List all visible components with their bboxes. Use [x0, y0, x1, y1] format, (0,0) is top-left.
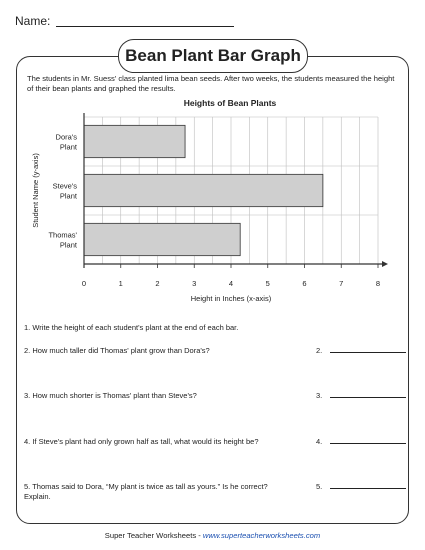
- x-tick-label: 5: [266, 279, 270, 288]
- footer: Super Teacher Worksheets - www.superteac…: [0, 531, 425, 540]
- category-label: Plant: [60, 143, 78, 152]
- bar: [83, 124, 186, 159]
- footer-link[interactable]: www.superteacherworksheets.com: [202, 531, 321, 540]
- answer-number-4: 4.: [316, 437, 323, 446]
- x-tick-label: 2: [155, 279, 159, 288]
- answer-line-4[interactable]: [330, 443, 406, 444]
- x-tick-label: 3: [192, 279, 196, 288]
- question-3: 3. How much shorter is Thomas' plant tha…: [24, 391, 197, 400]
- bar: [83, 222, 241, 257]
- x-tick-label: 6: [302, 279, 306, 288]
- chart-title: Heights of Bean Plants: [184, 98, 277, 108]
- category-label: Plant: [60, 241, 78, 250]
- x-axis-arrow: [382, 261, 388, 267]
- answer-line-2[interactable]: [330, 352, 406, 353]
- question-1: 1. Write the height of each student's pl…: [24, 323, 239, 332]
- bar-chart: Heights of Bean Plants Dora'sPlantSteve'…: [31, 98, 388, 304]
- name-label: Name:: [15, 14, 51, 28]
- x-tick-label: 0: [82, 279, 86, 288]
- answer-number-5: 5.: [316, 482, 323, 491]
- answer-line-3[interactable]: [330, 397, 406, 398]
- answer-number-2: 2.: [316, 346, 323, 355]
- question-2: 2. How much taller did Thomas' plant gro…: [24, 346, 210, 355]
- intro-text: The students in Mr. Suess' class planted…: [27, 74, 395, 93]
- answer-number-3: 3.: [316, 391, 323, 400]
- worksheet-title: Bean Plant Bar Graph: [118, 39, 308, 73]
- category-label: Plant: [60, 192, 78, 201]
- x-tick-label: 4: [229, 279, 233, 288]
- x-tick-label: 8: [376, 279, 380, 288]
- category-label: Steve's: [53, 182, 78, 191]
- x-axis-label: Height in Inches (x-axis): [191, 294, 272, 303]
- x-tick-label: 7: [339, 279, 343, 288]
- question-5: 5. Thomas said to Dora, “My plant is twi…: [24, 482, 268, 501]
- answer-line-5[interactable]: [330, 488, 406, 489]
- category-label: Thomas': [48, 231, 77, 240]
- footer-text: Super Teacher Worksheets -: [104, 531, 203, 540]
- bar: [83, 173, 324, 208]
- chart-bars: [83, 124, 324, 257]
- y-axis-label: Student Name (y-axis): [31, 153, 40, 228]
- name-line: [56, 26, 234, 27]
- x-tick-label: 1: [119, 279, 123, 288]
- chart-axes: [83, 113, 388, 268]
- category-label: Dora's: [56, 133, 78, 142]
- question-4: 4. If Steve's plant had only grown half …: [24, 437, 259, 446]
